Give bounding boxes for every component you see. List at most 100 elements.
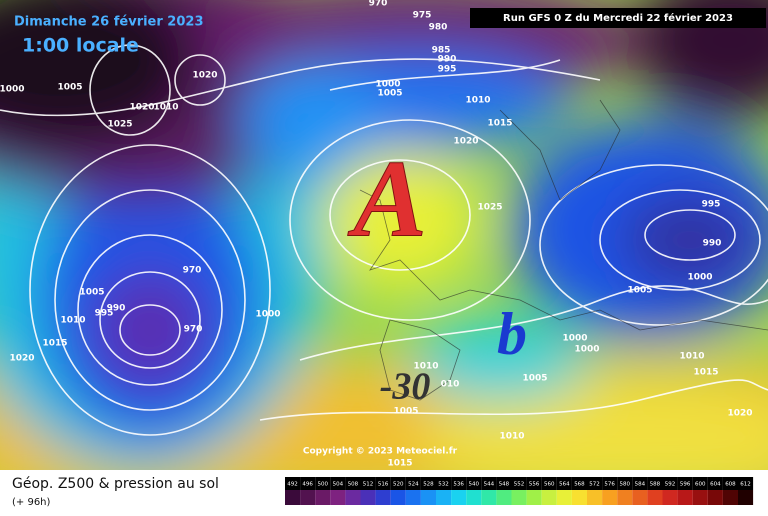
colorbar-cell xyxy=(481,477,497,490)
coastlines xyxy=(359,99,768,401)
pressure-label: 1015 xyxy=(387,459,412,469)
run-info: Run GFS 0 Z du Mercredi 22 février 2023 xyxy=(503,12,733,24)
pressure-label: 995 xyxy=(95,309,114,319)
pressure-label: 1000 xyxy=(255,310,280,320)
pressure-label: 970 xyxy=(183,266,202,276)
pressure-label: 990 xyxy=(438,55,457,65)
colorbar-tick-label: 524 xyxy=(408,482,419,488)
colorbar-cell xyxy=(300,477,316,490)
pressure-label: 1025 xyxy=(477,203,502,213)
colorbar-swatch xyxy=(662,490,678,505)
colorbar-tick-label: 568 xyxy=(574,482,585,488)
colorbar-swatch xyxy=(481,490,497,505)
forecast-date: Dimanche 26 février 2023 xyxy=(14,15,204,30)
colorbar-swatch xyxy=(738,490,754,505)
colorbar-cell xyxy=(375,477,391,490)
pressure-label: 1025 xyxy=(107,120,132,130)
colorbar-swatch xyxy=(692,490,708,505)
colorbar-swatch xyxy=(587,490,603,505)
colorbar-cell xyxy=(496,477,512,490)
colorbar-cell xyxy=(285,477,301,490)
colorbar-swatch xyxy=(722,490,738,505)
colorbar-swatch xyxy=(602,490,618,505)
colorbar-cell xyxy=(587,477,603,490)
colorbar-cell xyxy=(315,477,331,490)
colorbar-tick-label: 492 xyxy=(287,482,298,488)
colorbar-tick-label: 552 xyxy=(514,482,525,488)
pressure-label: 980 xyxy=(429,23,448,33)
colorbar-swatch xyxy=(677,490,693,505)
pressure-label: 1005 xyxy=(393,407,418,417)
colorbar-cell xyxy=(662,477,678,490)
colorbar-tick-label: 528 xyxy=(423,482,434,488)
colorbar-cell xyxy=(707,477,723,490)
pressure-label: 1000 xyxy=(562,334,587,344)
colorbar-tick-label: 588 xyxy=(650,482,661,488)
pressure-label: 995 xyxy=(702,200,721,210)
colorbar-tick-label: 560 xyxy=(544,482,555,488)
colorbar-tick-label: 596 xyxy=(680,482,691,488)
colorbar-swatch xyxy=(556,490,572,505)
colorbar-tick-label: 508 xyxy=(348,482,359,488)
pressure-label: 975 xyxy=(413,11,432,21)
colorbar-tick-label: 592 xyxy=(665,482,676,488)
colorbar-swatch xyxy=(345,490,361,505)
pressure-label: 1015 xyxy=(487,119,512,129)
pressure-label: 1020 xyxy=(192,71,217,81)
colorbar-swatch xyxy=(300,490,316,505)
colorbar-cell xyxy=(511,477,527,490)
pressure-label: 1000 xyxy=(574,345,599,355)
colorbar-swatch xyxy=(285,490,301,505)
pressure-label: 1010 xyxy=(465,96,490,106)
colorbar-tick-label: 500 xyxy=(318,482,329,488)
colorbar-swatch xyxy=(466,490,482,505)
colorbar-swatch xyxy=(420,490,436,505)
pressure-label: 985 xyxy=(432,46,451,56)
high-symbol: A xyxy=(347,137,426,259)
colorbar-tick-label: 564 xyxy=(559,482,570,488)
colorbar-swatch xyxy=(390,490,406,505)
pressure-label: 1010 xyxy=(60,316,85,326)
colorbar-tick-label: 580 xyxy=(620,482,631,488)
pressure-label: 1020 xyxy=(9,354,34,364)
pressure-label: 1010 xyxy=(413,362,438,372)
colorbar-cell xyxy=(602,477,618,490)
colorbar-swatch xyxy=(451,490,467,505)
temperature-label: -30 xyxy=(380,366,431,408)
pressure-label: 1015 xyxy=(693,368,718,378)
colorbar-swatch xyxy=(632,490,648,505)
colorbar-cell xyxy=(738,477,754,490)
pressure-label: 1000 xyxy=(375,80,400,90)
colorbar-cell xyxy=(692,477,708,490)
isobars xyxy=(0,44,768,436)
pressure-label: 1015 xyxy=(42,339,67,349)
pressure-label: 1020 xyxy=(453,137,478,147)
pressure-label: 1005 xyxy=(57,83,82,93)
colorbar-cell xyxy=(677,477,693,490)
colorbar-tick-label: 532 xyxy=(438,482,449,488)
colorbar-cell xyxy=(466,477,482,490)
footer-lead: (+ 96h) xyxy=(12,497,51,508)
colorbar-swatch xyxy=(360,490,376,505)
colorbar-tick-label: 536 xyxy=(453,482,464,488)
copyright: Copyright © 2023 Meteociel.fr xyxy=(303,447,458,457)
colorbar-swatch xyxy=(496,490,512,505)
pressure-label: 1020 xyxy=(129,103,154,113)
colorbar-tick-label: 608 xyxy=(725,482,736,488)
colorbar-cell xyxy=(436,477,452,490)
colorbar-cell xyxy=(360,477,376,490)
run-box xyxy=(470,8,766,28)
colorbar-swatch xyxy=(617,490,633,505)
pressure-label: 1005 xyxy=(627,286,652,296)
colorbar-swatch xyxy=(330,490,346,505)
footer-title: Géop. Z500 & pression au sol xyxy=(12,476,219,492)
colorbar-swatch xyxy=(541,490,557,505)
colorbar-cell xyxy=(390,477,406,490)
colorbar-tick-label: 516 xyxy=(378,482,389,488)
colorbar-swatch xyxy=(526,490,542,505)
colorbar-swatch xyxy=(405,490,421,505)
pressure-label: 1000 xyxy=(0,85,25,95)
